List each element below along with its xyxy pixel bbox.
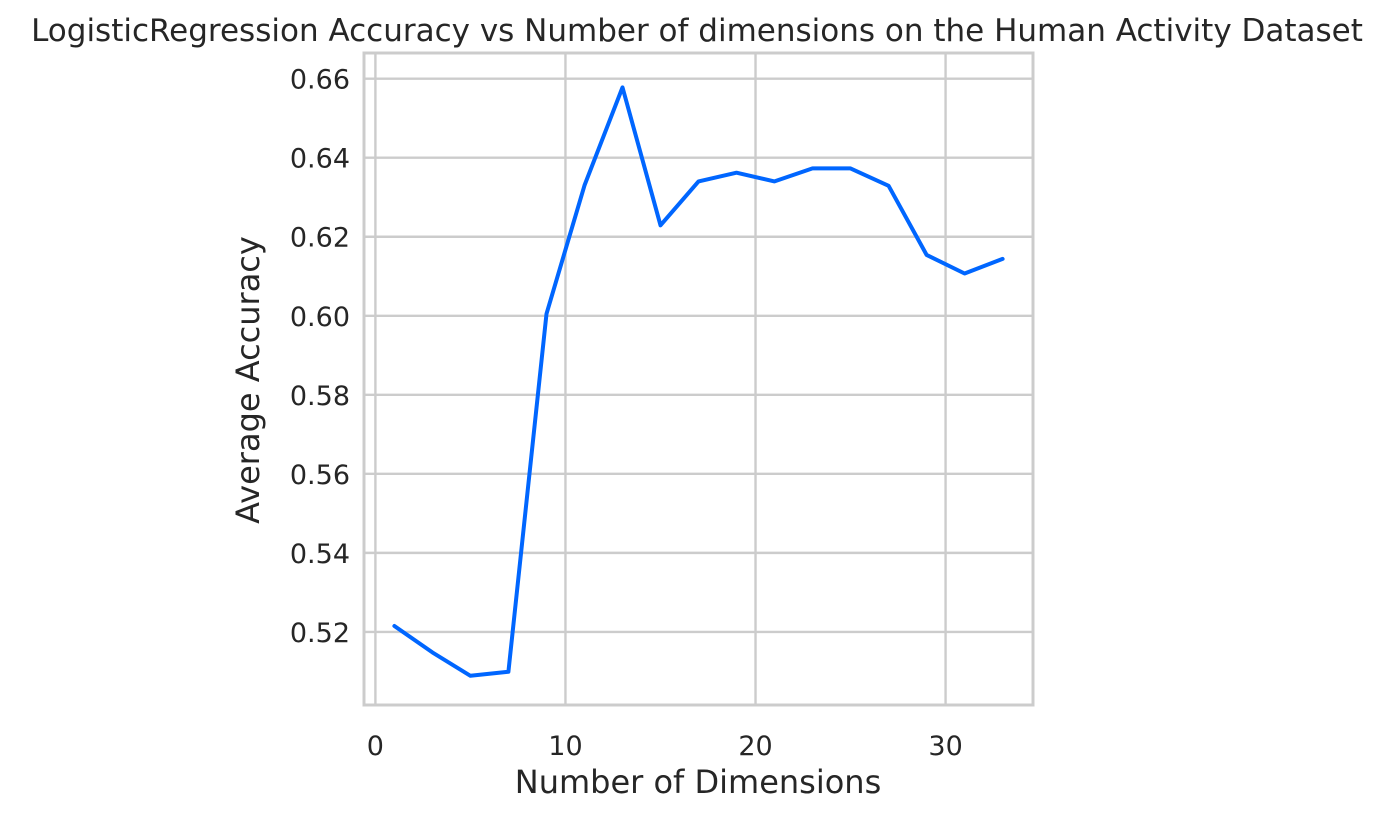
- y-tick-label: 0.58: [290, 381, 350, 412]
- y-axis-label: Average Accuracy: [229, 236, 267, 524]
- y-tick-label: 0.64: [290, 144, 350, 175]
- y-tick-label: 0.54: [290, 539, 350, 570]
- series-line: [392, 85, 1005, 678]
- y-tick-label: 0.56: [290, 460, 350, 491]
- x-tick-labels: 0 10 20 30: [367, 731, 963, 762]
- x-tick-label: 20: [738, 731, 772, 762]
- plot-frame: [362, 51, 1035, 707]
- y-tick-label: 0.66: [290, 65, 350, 96]
- y-tick-label: 0.52: [290, 618, 350, 649]
- x-tick-label: 10: [548, 731, 582, 762]
- chart-title: LogisticRegression Accuracy vs Number of…: [31, 13, 1363, 49]
- x-axis-label: Number of Dimensions: [515, 763, 882, 801]
- y-tick-label: 0.62: [290, 223, 350, 254]
- series-group: [392, 85, 1005, 678]
- x-tick-label: 0: [367, 731, 384, 762]
- grid-lines: [364, 53, 1033, 705]
- y-tick-labels: 0.52 0.54 0.56 0.58 0.60 0.62 0.64 0.66: [290, 65, 350, 649]
- y-tick-label: 0.60: [290, 302, 350, 333]
- x-tick-label: 30: [928, 731, 962, 762]
